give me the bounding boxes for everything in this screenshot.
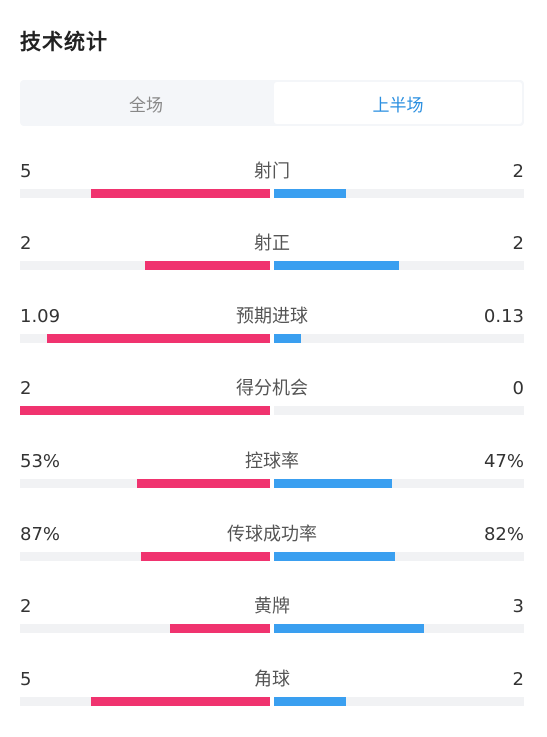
stat-right-bar (274, 697, 346, 706)
stat-row-yellow-cards: 2 黄牌 3 (20, 595, 524, 635)
stat-left-value: 53% (20, 451, 61, 472)
stat-left-track (20, 479, 270, 488)
stat-row-possession: 53% 控球率 47% (20, 450, 524, 490)
stat-right-bar (274, 552, 395, 561)
stat-left-value: 5 (20, 669, 32, 690)
stat-right-track (274, 479, 524, 488)
stat-left-value: 2 (20, 233, 32, 254)
stat-right-value: 47% (483, 451, 524, 472)
stat-right-track (274, 334, 524, 343)
stat-right-bar (274, 624, 424, 633)
stat-left-track (20, 406, 270, 415)
stat-left-value: 1.09 (20, 306, 61, 327)
stat-left-track (20, 697, 270, 706)
stat-left-bar (137, 479, 270, 488)
stat-left-value: 2 (20, 378, 32, 399)
stat-right-value: 2 (512, 161, 524, 182)
stat-left-track (20, 552, 270, 561)
stat-row-pass-accuracy: 87% 传球成功率 82% (20, 523, 524, 563)
stat-right-track (274, 261, 524, 270)
stat-right-value: 3 (512, 596, 524, 617)
page-title: 技术统计 (20, 30, 108, 54)
stat-right-bar (274, 189, 346, 198)
stat-name: 射门 (254, 161, 290, 182)
stat-right-value: 2 (512, 233, 524, 254)
stat-right-value: 2 (512, 669, 524, 690)
period-tabs: 全场 上半场 (20, 80, 524, 126)
stat-name: 角球 (254, 669, 290, 690)
stat-left-bar (91, 189, 270, 198)
stat-left-bar (170, 624, 270, 633)
stat-name: 控球率 (245, 451, 299, 472)
stat-left-bar (20, 406, 270, 415)
stat-row-corners: 5 角球 2 (20, 668, 524, 708)
stat-right-bar (274, 479, 392, 488)
stat-left-bar (91, 697, 270, 706)
stat-left-value: 5 (20, 161, 32, 182)
stat-name: 黄牌 (254, 596, 290, 617)
stat-right-value: 82% (483, 524, 524, 545)
stat-name: 射正 (254, 233, 290, 254)
stat-row-big-chances: 2 得分机会 0 (20, 377, 524, 417)
stat-name: 预期进球 (236, 306, 308, 327)
stat-right-value: 0.13 (483, 306, 524, 327)
stat-left-value: 87% (20, 524, 61, 545)
tab-full-match[interactable]: 全场 (129, 95, 163, 116)
stat-left-bar (141, 552, 270, 561)
stat-right-bar (274, 334, 301, 343)
stat-right-track (274, 406, 524, 415)
stat-name: 得分机会 (236, 378, 308, 399)
stat-left-bar (47, 334, 270, 343)
stat-left-track (20, 334, 270, 343)
stat-right-track (274, 189, 524, 198)
stat-right-track (274, 552, 524, 561)
stat-name: 传球成功率 (227, 524, 317, 545)
stat-left-bar (145, 261, 270, 270)
stat-right-track (274, 697, 524, 706)
stat-right-track (274, 624, 524, 633)
stat-left-track (20, 189, 270, 198)
stat-right-value: 0 (512, 378, 524, 399)
stat-row-shots: 5 射门 2 (20, 160, 524, 200)
tab-first-half[interactable]: 上半场 (274, 82, 522, 124)
stat-row-shots-on-target: 2 射正 2 (20, 232, 524, 272)
stat-left-value: 2 (20, 596, 32, 617)
stat-row-expected-goals: 1.09 预期进球 0.13 (20, 305, 524, 345)
stat-left-track (20, 624, 270, 633)
stat-left-track (20, 261, 270, 270)
stat-right-bar (274, 261, 399, 270)
